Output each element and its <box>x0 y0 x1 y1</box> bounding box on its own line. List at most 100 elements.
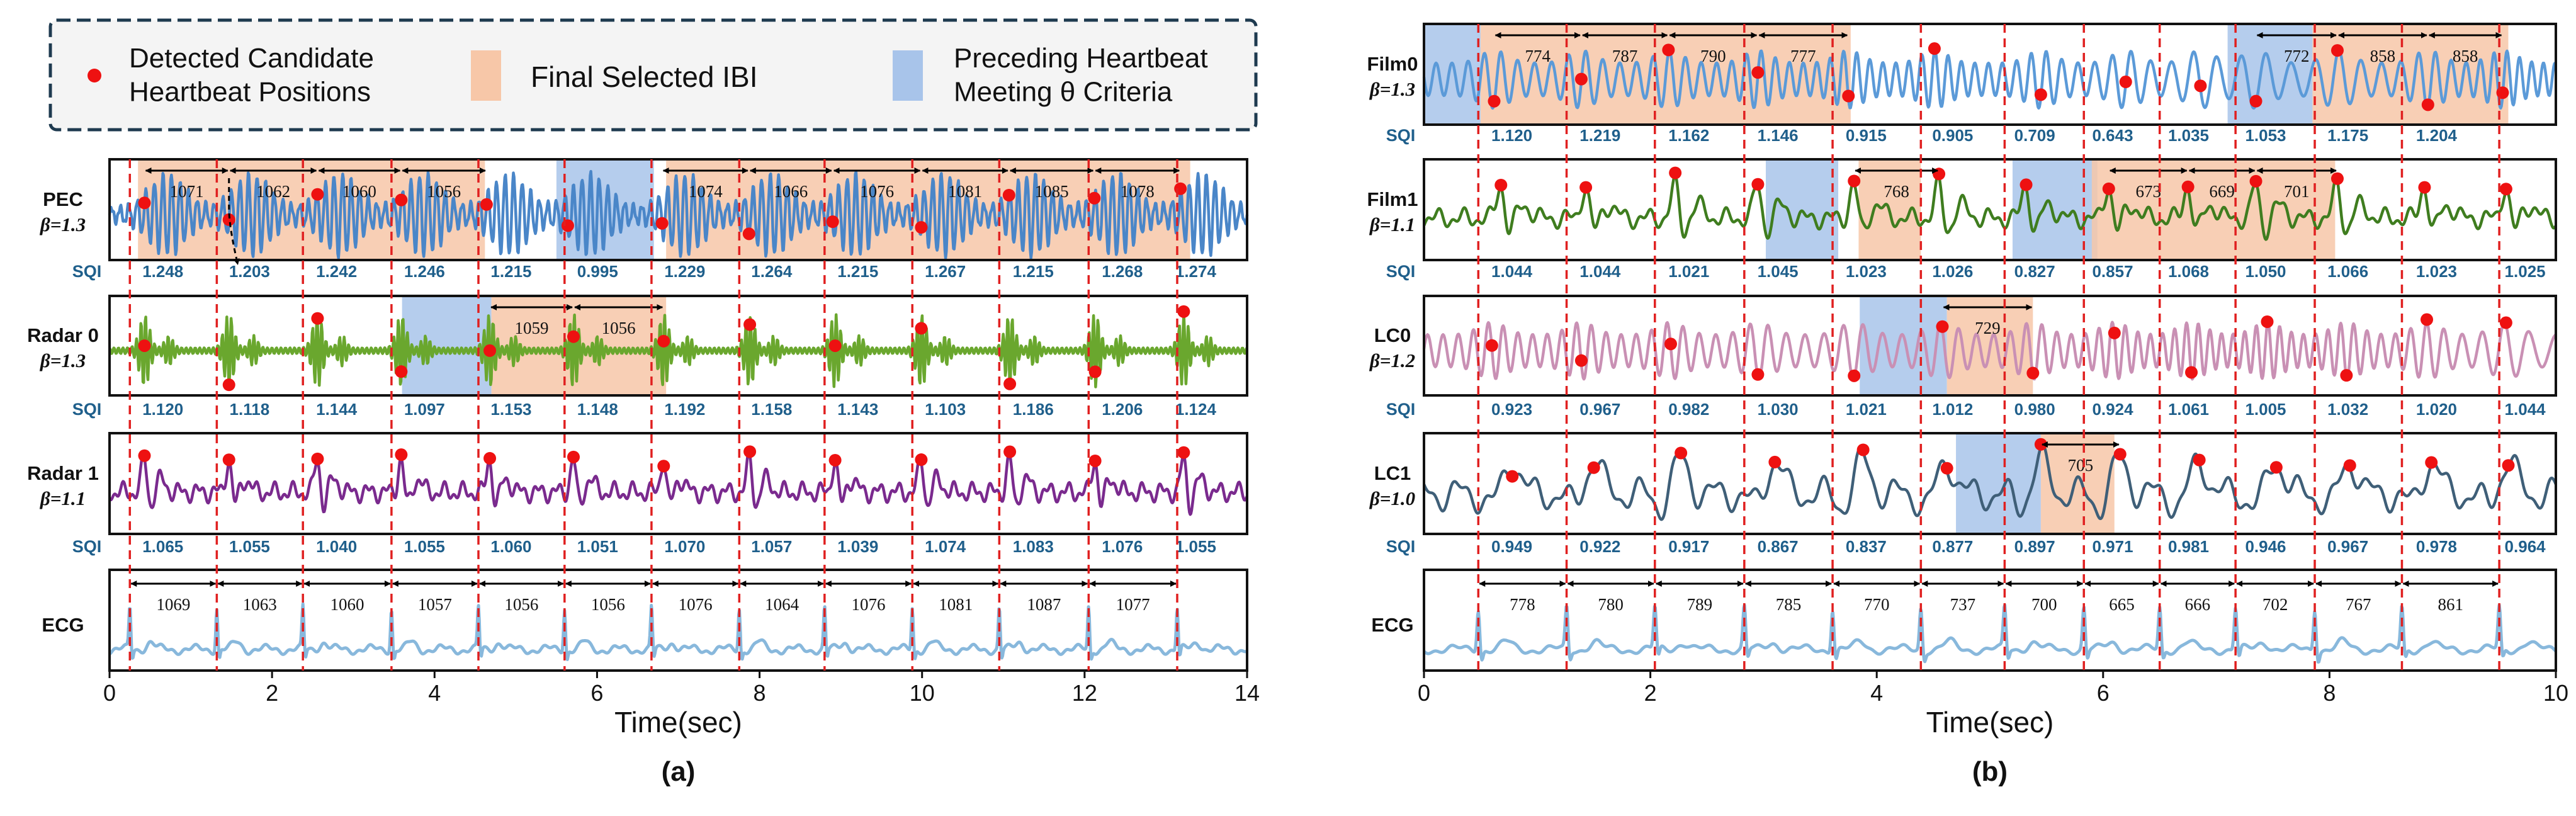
peak-marker <box>915 322 928 335</box>
ibi-value: 1059 <box>515 319 549 337</box>
row-frame <box>1423 432 2557 535</box>
legend-detected-label-line: Heartbeat Positions <box>129 77 371 108</box>
peak-marker <box>2418 181 2431 194</box>
peak-marker <box>483 344 497 357</box>
sqi-value: 1.192 <box>664 400 705 419</box>
sqi-value: 1.074 <box>925 537 966 556</box>
ibi-value: 768 <box>1884 182 1909 201</box>
legend-final-swatch <box>471 50 501 101</box>
peak-marker <box>2026 366 2040 380</box>
sqi-value: 1.020 <box>2416 400 2457 419</box>
ibi-value: 772 <box>2284 47 2310 65</box>
signal-trace <box>108 602 1248 661</box>
x-tick-label: 8 <box>754 680 766 706</box>
ibi-value: 1081 <box>939 595 973 614</box>
legend-final-label: Final Selected IBI <box>531 60 758 93</box>
peak-marker <box>2185 366 2198 379</box>
sqi-value: 1.268 <box>1102 262 1143 281</box>
sqi-value: 1.026 <box>1932 262 1973 281</box>
ibi-value: 700 <box>2031 595 2057 614</box>
peak-marker <box>915 221 928 234</box>
row-frame <box>108 158 1248 261</box>
sqi-value: 1.120 <box>142 400 183 419</box>
x-tick-label: 4 <box>1870 680 1883 706</box>
panel-a: 1071 1062 1060 1056 1074 1066 1076 1081 1085 1078… <box>27 158 1260 787</box>
sqi-value: 1.103 <box>925 400 966 419</box>
x-tick-label: 6 <box>2097 680 2110 706</box>
sqi-value: 1.023 <box>1846 262 1887 281</box>
signal-trace <box>108 450 1249 516</box>
sqi-value: 1.050 <box>2245 262 2286 281</box>
row-frame <box>108 432 1248 535</box>
peak-marker <box>1506 470 1519 483</box>
x-tick-label: 0 <box>1418 680 1430 706</box>
peak-marker <box>1003 445 1017 458</box>
row-radar-1: Radar 1 β=1.1 SQI 1.065 1.055 1.040 1.055 1.060… <box>27 432 1249 556</box>
ibi-value: 1066 <box>774 182 808 201</box>
sqi-value: 1.044 <box>1579 262 1621 281</box>
signal-trace <box>1422 320 2557 381</box>
ibi-value: 1056 <box>504 595 538 614</box>
peak-marker <box>1174 182 1187 195</box>
sqi-value: 1.204 <box>2416 126 2458 145</box>
peak-marker <box>395 448 408 462</box>
peak-marker <box>2181 180 2195 193</box>
signal-trace <box>1422 173 2557 241</box>
row-name: Radar 0 <box>27 324 99 346</box>
row-film0: 774 787 790 777 772 858 858 Film0 β=1.3 SQI 1.120 1… <box>1367 23 2558 145</box>
peak-marker <box>1848 174 1861 188</box>
peak-marker <box>561 219 574 232</box>
sqi-value: 1.124 <box>1175 400 1217 419</box>
peak-marker <box>567 450 580 463</box>
row-beta: β=1.2 <box>1369 349 1415 371</box>
sqi-value: 0.709 <box>2014 126 2055 145</box>
sqi-value: 1.005 <box>2245 400 2286 419</box>
sqi-value: 1.021 <box>1668 262 1709 281</box>
sqi-value: 0.978 <box>2416 537 2457 556</box>
x-tick-label: 2 <box>266 680 278 706</box>
peak-marker <box>2261 315 2274 328</box>
ibi-value: 858 <box>2453 47 2478 65</box>
x-tick-label: 12 <box>1072 680 1097 706</box>
peak-marker <box>2499 183 2512 196</box>
ibi-value: 1085 <box>1035 182 1069 201</box>
sqi-value: 0.924 <box>2092 400 2133 419</box>
ibi-value: 669 <box>2209 182 2235 201</box>
peak-marker <box>657 334 670 348</box>
peak-marker <box>1751 178 1765 191</box>
peak-marker <box>2020 178 2033 191</box>
ibi-value: 1056 <box>427 182 461 201</box>
sqi-value: 1.229 <box>664 262 705 281</box>
peak-marker <box>1675 446 1688 460</box>
sqi-value: 0.827 <box>2014 262 2055 281</box>
peak-marker <box>1751 368 1765 381</box>
sqi-value: 1.215 <box>837 262 878 281</box>
ibi-value: 790 <box>1700 47 1726 65</box>
sqi-value: 1.158 <box>751 400 792 419</box>
ibi-value: 774 <box>1525 47 1551 65</box>
sqi-value: 0.897 <box>2014 537 2055 556</box>
ibi-value: 1057 <box>418 595 452 614</box>
ibi-value: 1076 <box>679 595 713 614</box>
sqi-value: 1.143 <box>837 400 878 419</box>
row-name: LC1 <box>1374 462 1411 484</box>
sqi-label: SQI <box>72 400 102 419</box>
ibi-value: 1056 <box>602 319 636 337</box>
sqi-value: 1.055 <box>404 537 445 556</box>
row-beta: β=1.1 <box>40 487 86 509</box>
ibi-value: 780 <box>1598 595 1624 614</box>
ibi-value: 1074 <box>689 182 723 201</box>
legend: Detected Candidate Heartbeat Positions Fin… <box>48 18 1258 132</box>
sqi-value: 1.012 <box>1932 400 1973 419</box>
sqi-value: 0.877 <box>1932 537 1973 556</box>
signal-trace <box>1422 48 2558 110</box>
peak-marker <box>2034 88 2047 101</box>
row-radar-0: 1059 1056 Radar 0 β=1.3 SQI 1.120 1.118 1.144 1.… <box>27 295 1248 419</box>
ibi-value: 1071 <box>170 182 204 201</box>
sqi-value: 1.035 <box>2168 126 2209 145</box>
peak-marker <box>1088 191 1101 205</box>
peak-marker <box>480 198 493 211</box>
x-tick-label: 6 <box>590 680 603 706</box>
peak-marker <box>2119 76 2132 89</box>
peak-marker <box>1088 454 1102 467</box>
